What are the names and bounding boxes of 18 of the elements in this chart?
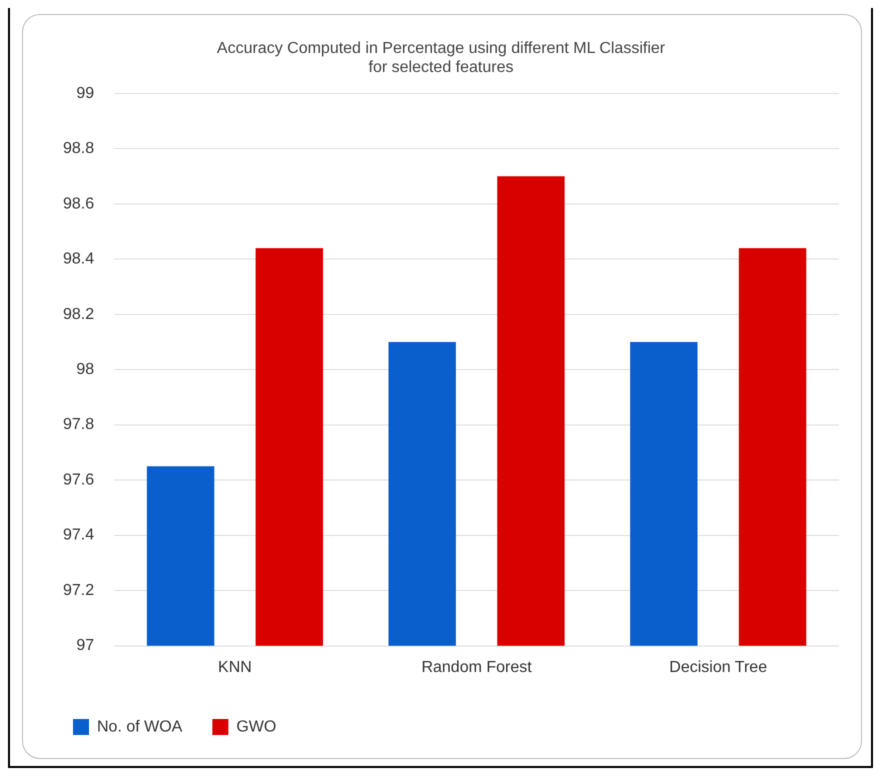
y-tick-label: 97.2 xyxy=(63,582,94,599)
y-tick-label: 97.8 xyxy=(63,416,94,434)
legend-label: No. of WOA xyxy=(97,718,183,736)
y-tick-label: 97.6 xyxy=(63,471,94,488)
y-tick-label: 98.4 xyxy=(63,250,94,268)
y-tick-label: 97 xyxy=(76,637,94,654)
x-tick-label: Random Forest xyxy=(421,658,532,676)
text: Accuracy Computed in Percentage using different ML Classifier xyxy=(216,40,666,58)
text: for selected features xyxy=(368,59,514,76)
x-tick-label: KNN xyxy=(218,658,252,676)
y-tick-label: 98 xyxy=(76,361,94,378)
y-tick-label: 99 xyxy=(76,84,94,102)
x-tick-label: Decision Tree xyxy=(669,658,768,676)
y-tick-label: 98.8 xyxy=(63,140,94,158)
y-tick-label: 98.2 xyxy=(63,306,94,323)
legend-label: GWO xyxy=(236,718,276,736)
y-tick-label: 97.4 xyxy=(63,526,94,544)
y-tick-label: 98.6 xyxy=(63,195,94,212)
